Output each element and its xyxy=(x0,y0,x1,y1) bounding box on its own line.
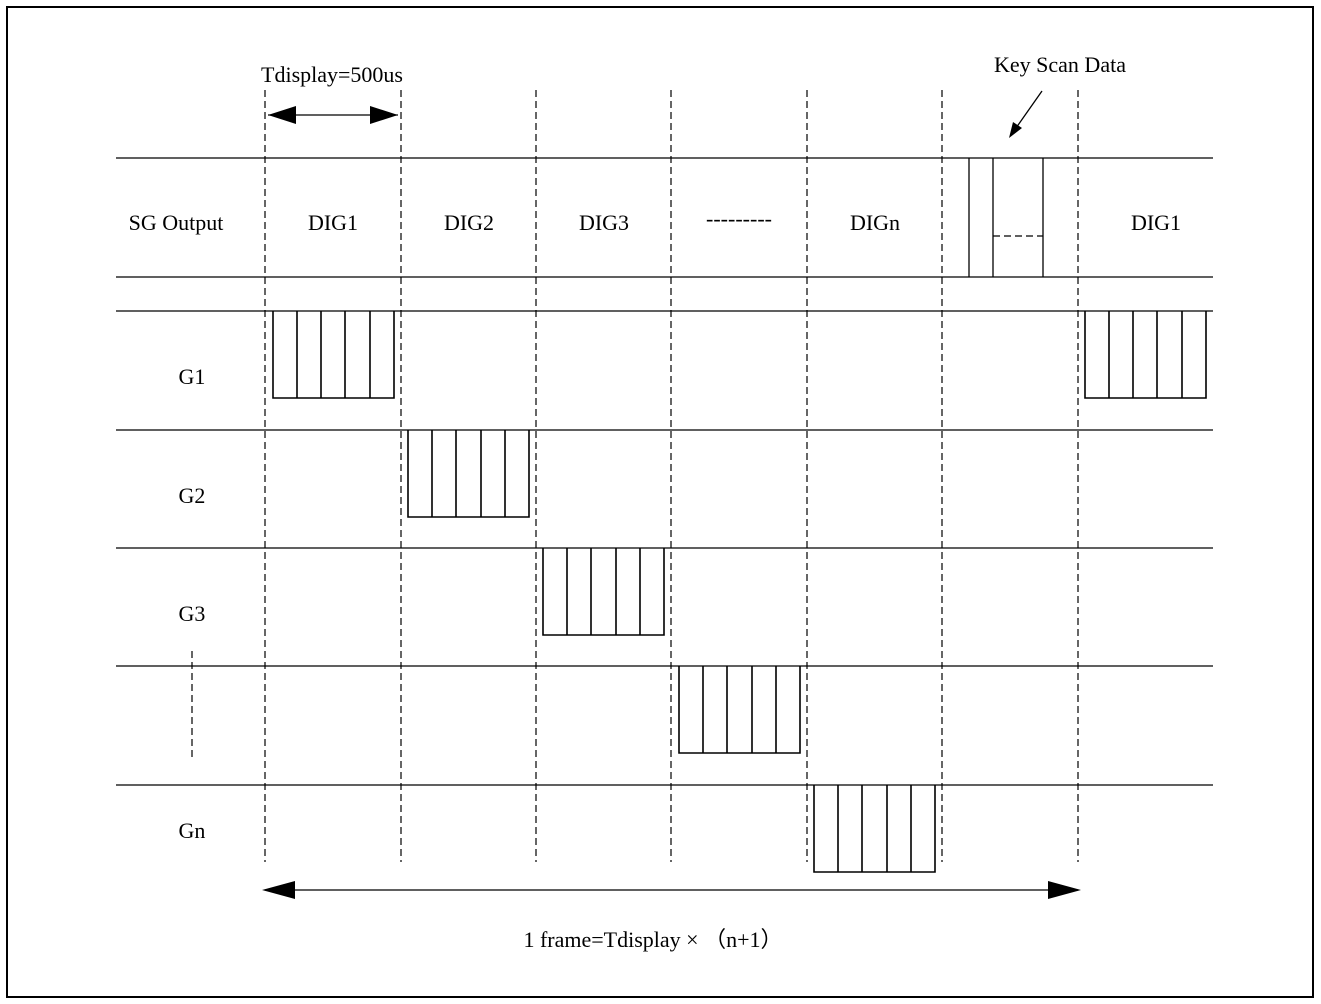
frame-arrow-right-head xyxy=(1048,881,1081,899)
time-boundaries xyxy=(264,90,1079,862)
pulse-g1-next-frame xyxy=(1084,311,1207,399)
tdisplay-arrow-left-head xyxy=(268,106,296,124)
pulse-g3-dig3 xyxy=(542,548,665,636)
key-scan-pointer-line xyxy=(1015,90,1043,129)
sg-slot-ellipsis: --------- xyxy=(706,206,772,231)
frame-duration-label: 1 frame=Tdisplay × （n+1） xyxy=(523,927,782,952)
grid-label-g3: G3 xyxy=(179,601,206,626)
sg-slot-dign: DIGn xyxy=(850,210,900,235)
pulse-g2-dig2 xyxy=(407,430,530,518)
grid-pulses xyxy=(272,311,1207,873)
sg-output-band: SG Output DIG1 DIG2 DIG3 --------- DIGn … xyxy=(116,157,1213,278)
grid-rows: G1 G2 G3 Gn xyxy=(116,310,1213,843)
sg-slot-dig1-next: DIG1 xyxy=(1131,210,1181,235)
frame-arrow-left-head xyxy=(262,881,295,899)
pulse-g1-dig1 xyxy=(272,311,395,399)
pulse-gn-dign xyxy=(813,785,936,873)
sg-slot-dig3: DIG3 xyxy=(579,210,629,235)
key-scan-block xyxy=(968,158,1044,277)
grid-label-gn: Gn xyxy=(179,818,206,843)
sg-slot-dig1: DIG1 xyxy=(308,210,358,235)
key-scan-pointer-head xyxy=(1009,122,1022,138)
key-scan-label: Key Scan Data xyxy=(994,52,1126,77)
sg-slot-dig2: DIG2 xyxy=(444,210,494,235)
diagram-border xyxy=(6,6,1314,998)
sg-output-label: SG Output xyxy=(129,210,224,235)
tdisplay-label: Tdisplay=500us xyxy=(261,62,403,87)
tdisplay-arrow-right-head xyxy=(370,106,398,124)
frame-arrow: 1 frame=Tdisplay × （n+1） xyxy=(262,881,1081,952)
pulse-g4-dig4 xyxy=(678,666,801,754)
grid-label-g2: G2 xyxy=(179,483,206,508)
grid-label-g1: G1 xyxy=(179,364,206,389)
